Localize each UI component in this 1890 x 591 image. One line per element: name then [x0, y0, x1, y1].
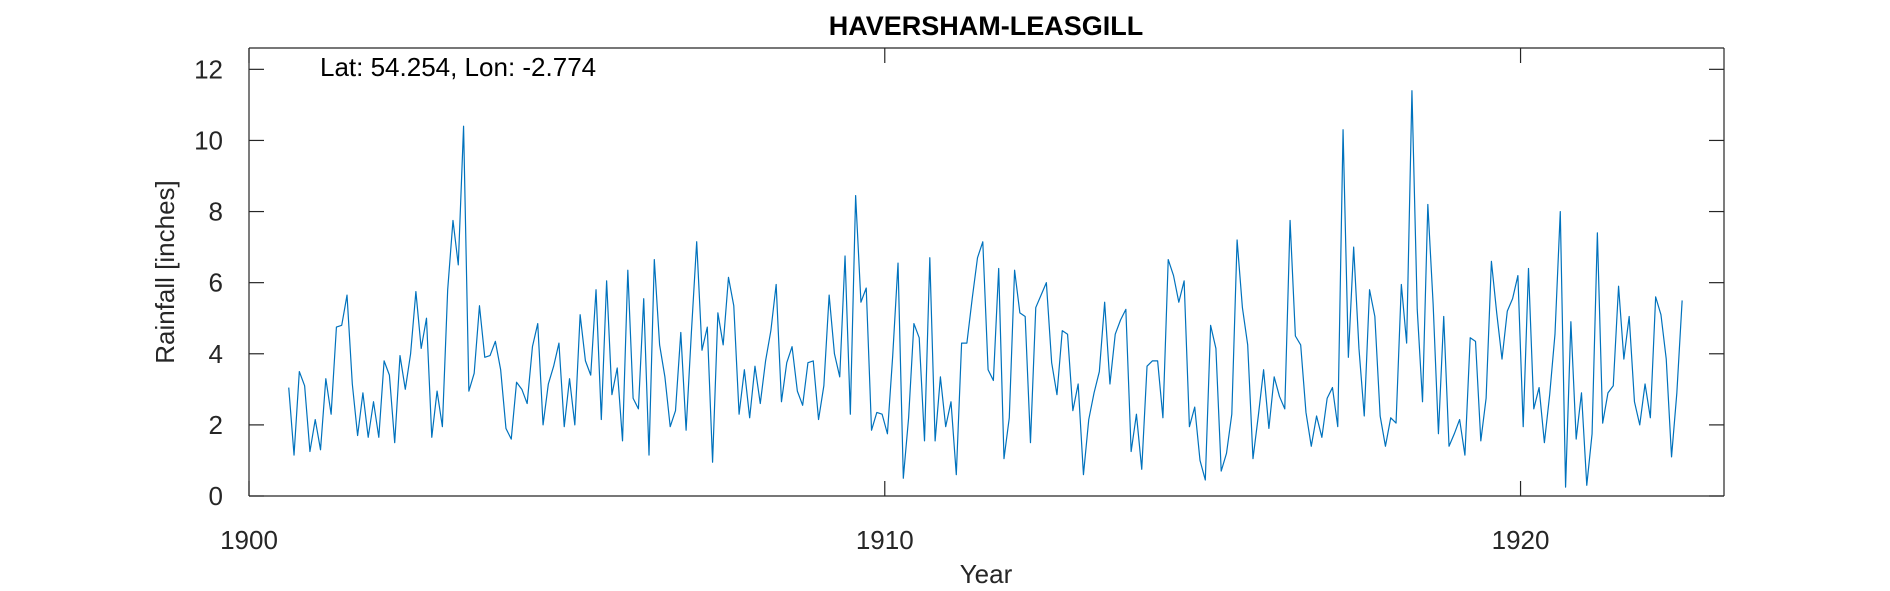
y-axis-label: Rainfall [inches]: [150, 180, 180, 364]
x-tick-label: 1920: [1492, 525, 1550, 555]
rainfall-series-line: [288, 90, 1683, 488]
y-tick-label: 6: [209, 268, 223, 298]
y-tick-label: 12: [194, 54, 223, 84]
location-annotation: Lat: 54.254, Lon: -2.774: [320, 52, 596, 82]
axes-frame: [248, 47, 1725, 497]
plot-area: [249, 48, 1724, 496]
x-axis-label: Year: [960, 559, 1013, 589]
y-tick-label: 10: [194, 125, 223, 155]
x-tick-label: 1910: [856, 525, 914, 555]
chart-title: HAVERSHAM-LEASGILL: [829, 11, 1144, 41]
x-axis: 1900 1910 1920: [220, 48, 1549, 555]
y-axis: 0 2 4 6 8 10 12: [194, 54, 1724, 511]
y-tick-label: 2: [209, 410, 223, 440]
y-tick-label: 8: [209, 197, 223, 227]
x-tick-label: 1900: [220, 525, 278, 555]
y-tick-label: 0: [209, 481, 223, 511]
y-tick-label: 4: [209, 339, 223, 369]
